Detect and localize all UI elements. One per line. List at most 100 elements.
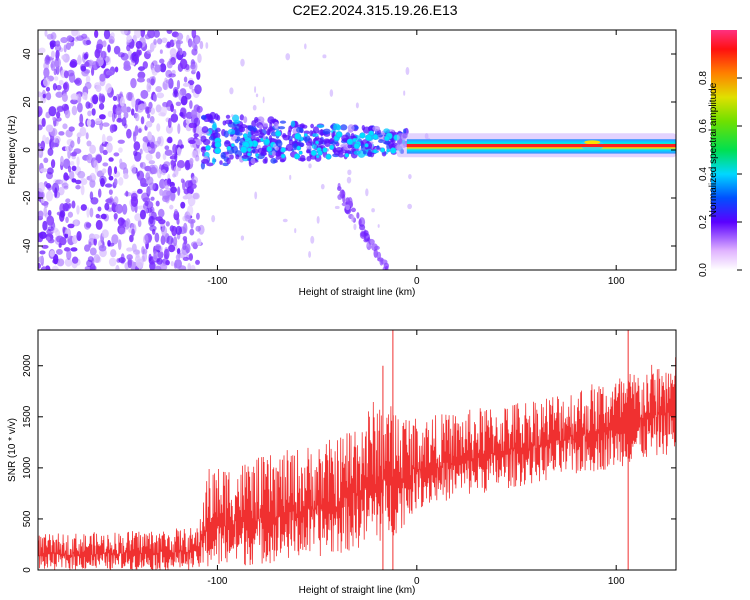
noise-blob xyxy=(55,248,63,255)
scatter-peak xyxy=(296,145,302,151)
snr-x-tick-label: -100 xyxy=(207,576,227,587)
noise-blob xyxy=(165,124,173,134)
noise-blob xyxy=(71,165,77,172)
noise-blob xyxy=(45,124,54,133)
noise-blob xyxy=(93,159,99,170)
noise-blob xyxy=(46,33,54,40)
scatter-blob xyxy=(337,149,344,155)
scatter-blob xyxy=(250,130,254,136)
noise-blob xyxy=(129,234,134,243)
noise-blob xyxy=(177,123,181,135)
noise-blob xyxy=(75,185,81,190)
noise-blob xyxy=(115,203,124,214)
noise-blob xyxy=(140,30,146,38)
noise-blob xyxy=(83,53,88,60)
noise-blob xyxy=(104,202,110,211)
noise-blob xyxy=(157,208,165,218)
noise-blob xyxy=(181,50,187,58)
noise-blob xyxy=(71,105,78,116)
noise-blob xyxy=(52,83,58,91)
noise-blob xyxy=(137,219,142,228)
noise-blob xyxy=(100,50,107,59)
noise-blob xyxy=(178,90,182,101)
noise-blob xyxy=(170,113,179,123)
scatter-peak xyxy=(298,150,303,155)
scatter-blob xyxy=(275,155,281,160)
noise-blob xyxy=(89,60,96,66)
noise-blob xyxy=(182,235,188,242)
noise-blob xyxy=(44,30,48,37)
noise-blob xyxy=(134,151,142,162)
scatter-blob xyxy=(347,144,352,149)
noise-blob xyxy=(139,148,143,155)
noise-blob xyxy=(61,103,69,111)
noise-blob xyxy=(40,140,46,150)
noise-blob xyxy=(156,123,161,132)
noise-blob xyxy=(79,126,87,137)
noise-blob xyxy=(144,200,149,207)
noise-blob xyxy=(108,257,117,267)
noise-blob xyxy=(46,92,52,101)
scatter-blob xyxy=(290,120,296,128)
noise-blob xyxy=(38,106,43,117)
noise-blob xyxy=(93,237,97,246)
scatter-blob xyxy=(372,125,381,132)
noise-blob xyxy=(101,168,107,174)
noise-blob xyxy=(77,136,81,145)
noise-blob xyxy=(185,243,191,254)
scatter-blob xyxy=(269,121,273,129)
noise-blob xyxy=(157,136,162,145)
noise-blob xyxy=(156,38,163,45)
noise-blob xyxy=(43,202,49,208)
noise-blob xyxy=(68,202,72,209)
noise-blob xyxy=(158,112,166,117)
scatter-blob xyxy=(247,125,254,131)
noise-blob xyxy=(154,244,162,251)
noise-blob xyxy=(119,158,123,165)
noise-blob xyxy=(88,174,93,182)
scatter-blob xyxy=(258,125,263,129)
chart-title: C2E2.2024.315.19.26.E13 xyxy=(292,2,458,18)
noise-blob xyxy=(86,259,93,268)
scatter-peak xyxy=(352,137,357,143)
scatter-blob xyxy=(201,126,209,133)
noise-blob xyxy=(85,132,89,140)
scatter-peak xyxy=(247,147,252,153)
noise-blob xyxy=(182,242,187,251)
sparse-dot xyxy=(229,87,234,95)
noise-blob xyxy=(147,131,153,141)
sparse-dot xyxy=(240,235,245,241)
noise-blob xyxy=(173,39,177,44)
scatter-blob xyxy=(306,145,312,150)
noise-blob xyxy=(155,151,161,159)
scatter-peak xyxy=(384,135,390,142)
scatter-blob xyxy=(266,128,271,136)
noise-blob xyxy=(172,86,179,95)
scatter-peak xyxy=(247,152,251,157)
noise-blob xyxy=(162,101,168,108)
noise-blob xyxy=(169,48,177,58)
noise-blob xyxy=(138,103,147,110)
noise-blob xyxy=(75,179,82,185)
noise-blob xyxy=(198,130,203,138)
noise-blob xyxy=(134,30,142,39)
sparse-dot xyxy=(408,173,412,180)
sparse-dot xyxy=(274,146,279,151)
noise-blob xyxy=(126,44,131,52)
scatter-blob xyxy=(211,157,216,165)
noise-blob xyxy=(134,213,142,222)
noise-blob xyxy=(139,209,147,220)
noise-blob xyxy=(149,225,157,232)
noise-blob xyxy=(54,57,62,69)
noise-blob xyxy=(189,100,193,109)
scatter-peak xyxy=(346,138,354,145)
noise-blob xyxy=(43,157,49,164)
noise-blob xyxy=(166,178,171,186)
snr-line xyxy=(38,357,676,570)
spectrogram-y-tick-label: 20 xyxy=(22,96,33,108)
noise-blob xyxy=(173,165,179,176)
noise-blob xyxy=(123,111,129,119)
noise-blob xyxy=(80,65,87,72)
noise-blob xyxy=(72,235,78,244)
noise-blob xyxy=(50,50,55,59)
